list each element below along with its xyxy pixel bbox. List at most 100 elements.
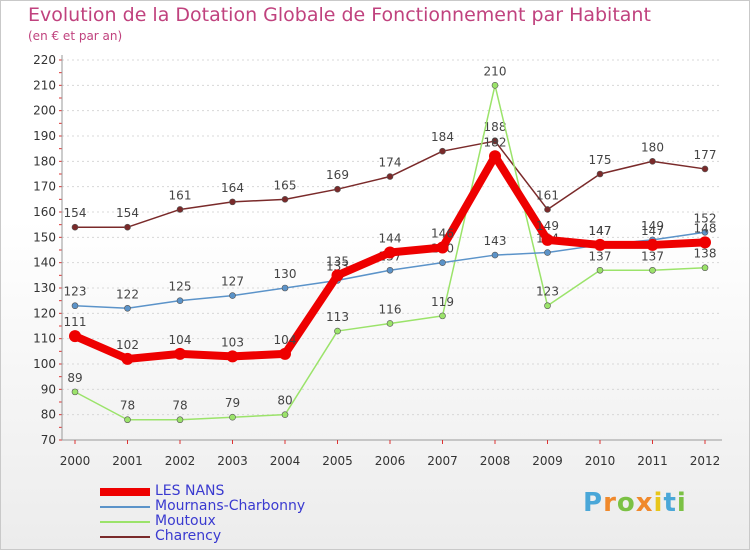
- data-point: [71, 223, 79, 231]
- data-label: 177: [694, 148, 717, 162]
- data-point: [124, 223, 131, 231]
- data-point: [594, 238, 606, 251]
- data-label: 138: [694, 247, 717, 261]
- data-point: [439, 259, 446, 266]
- data-label: 164: [221, 181, 244, 195]
- data-point: [649, 158, 656, 165]
- data-point: [699, 236, 711, 249]
- legend-label: Mournans-Charbonny: [155, 498, 306, 514]
- data-point: [646, 238, 659, 251]
- data-point: [541, 233, 554, 246]
- data-label: 147: [641, 224, 664, 238]
- data-label: 104: [274, 333, 297, 347]
- data-point: [229, 198, 236, 206]
- x-tick-label: 2005: [322, 454, 353, 468]
- x-tick-label: 2009: [532, 454, 563, 468]
- data-point: [649, 266, 656, 274]
- y-tick-label: 190: [33, 129, 56, 143]
- data-point: [176, 206, 184, 213]
- logo-letter: i: [653, 488, 664, 518]
- data-label: 78: [172, 399, 187, 413]
- data-point: [334, 327, 341, 335]
- x-tick-label: 2011: [637, 454, 668, 468]
- data-label: 161: [169, 188, 192, 202]
- data-point: [71, 302, 79, 310]
- chart-title: Evolution de la Dotation Globale de Fonc…: [28, 4, 651, 26]
- x-tick-label: 2010: [585, 454, 616, 468]
- legend-item-moutoux: Moutoux: [100, 513, 400, 529]
- y-tick-label: 80: [41, 408, 56, 422]
- data-point: [436, 241, 449, 254]
- logo-letter: o: [616, 488, 636, 518]
- y-tick-label: 210: [33, 78, 56, 92]
- logo-letter: r: [603, 488, 617, 518]
- y-tick-label: 120: [33, 306, 56, 320]
- data-point: [439, 147, 446, 155]
- data-label: 182: [484, 135, 507, 149]
- data-label: 125: [169, 280, 192, 294]
- data-label: 89: [67, 371, 82, 385]
- data-point: [701, 264, 709, 272]
- logo-letter: x: [635, 488, 654, 518]
- x-tick-label: 2003: [217, 454, 248, 468]
- legend-swatch: [100, 521, 150, 523]
- y-tick-label: 100: [33, 357, 56, 371]
- legend-item-mournans-charbonny: Mournans-Charbonny: [100, 498, 400, 514]
- y-tick-label: 180: [33, 154, 56, 168]
- legend-swatch: [100, 536, 150, 538]
- data-point: [491, 251, 499, 259]
- data-label: 104: [169, 333, 192, 347]
- data-point: [281, 196, 289, 203]
- data-label: 137: [641, 249, 664, 263]
- y-tick-label: 70: [41, 433, 56, 447]
- legend-swatch: [100, 506, 150, 508]
- data-point: [596, 266, 604, 274]
- data-label: 188: [484, 120, 507, 134]
- data-point: [124, 304, 131, 312]
- legend-label: Moutoux: [155, 513, 216, 529]
- data-label: 78: [120, 399, 135, 413]
- data-label: 130: [274, 267, 297, 281]
- data-label: 154: [64, 206, 87, 220]
- data-label: 210: [484, 64, 507, 78]
- data-label: 180: [641, 140, 664, 154]
- data-point: [544, 302, 551, 310]
- data-label: 144: [379, 232, 402, 246]
- data-point: [174, 347, 186, 360]
- data-label: 161: [536, 188, 559, 202]
- data-label: 147: [589, 224, 612, 238]
- data-label: 127: [221, 275, 244, 289]
- y-tick-label: 130: [33, 281, 56, 295]
- y-tick-label: 160: [33, 205, 56, 219]
- x-tick-label: 2006: [375, 454, 406, 468]
- y-tick-label: 140: [33, 256, 56, 270]
- data-point: [121, 352, 134, 365]
- data-label: 146: [431, 226, 454, 240]
- y-tick-label: 170: [33, 180, 56, 194]
- legend-label: Charency: [155, 528, 222, 544]
- x-tick-label: 2008: [480, 454, 511, 468]
- data-label: 154: [116, 206, 139, 220]
- data-label: 169: [326, 168, 349, 182]
- data-label: 113: [326, 310, 349, 324]
- logo-letter: P: [583, 488, 604, 518]
- data-point: [386, 320, 394, 327]
- data-point: [384, 246, 396, 259]
- data-point: [439, 312, 446, 320]
- data-label: 175: [589, 153, 612, 167]
- data-point: [491, 82, 499, 89]
- data-label: 116: [379, 302, 402, 316]
- data-label: 149: [641, 219, 664, 233]
- y-tick-label: 110: [33, 332, 56, 346]
- data-point: [176, 297, 184, 304]
- x-tick-label: 2004: [270, 454, 301, 468]
- data-label: 148: [694, 221, 717, 235]
- data-label: 184: [431, 130, 454, 144]
- logo-letter: i: [676, 488, 687, 518]
- data-label: 137: [589, 249, 612, 263]
- x-tick-label: 2001: [112, 454, 143, 468]
- data-label: 152: [694, 211, 717, 225]
- legend: LES NANS Mournans-Charbonny Moutoux Char…: [100, 483, 400, 544]
